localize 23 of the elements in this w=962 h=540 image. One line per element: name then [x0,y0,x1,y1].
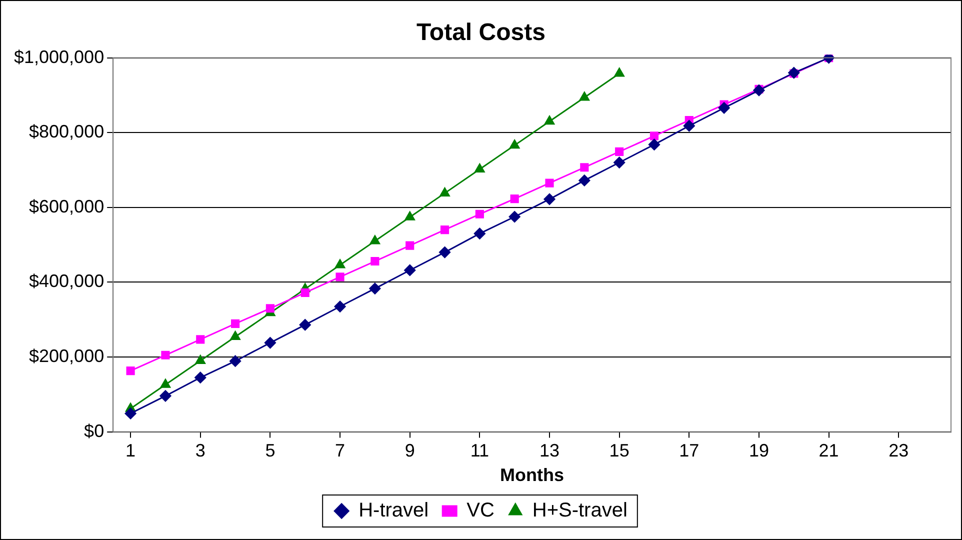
y-tick-label: $600,000 [29,196,104,216]
x-tick-label: 5 [265,440,276,461]
x-tick-label: 3 [195,440,206,461]
x-tick-label: 1 [126,440,136,461]
legend-label: VC [466,500,494,522]
legend-label: H-travel [358,500,429,522]
chart-title: Total Costs [416,19,546,46]
y-tick-label: $200,000 [29,346,104,366]
y-tick-label: $1,000,000 [14,46,104,67]
x-tick-label: 23 [888,440,909,461]
x-tick-label: 17 [679,440,700,461]
y-tick-label: $0 [84,420,104,441]
x-tick-label: 19 [748,440,769,461]
y-tick-label: $800,000 [29,122,104,142]
y-tick-label: $400,000 [29,271,104,292]
x-tick-label: 9 [404,440,415,461]
legend-label: H+S-travel [532,500,628,522]
x-axis-title: Months [500,465,564,486]
x-tick-label: 15 [609,440,630,461]
x-tick-label: 11 [470,440,490,461]
x-tick-label: 7 [335,440,346,461]
x-tick-label: 13 [539,440,560,461]
x-tick-label: 21 [818,440,839,461]
